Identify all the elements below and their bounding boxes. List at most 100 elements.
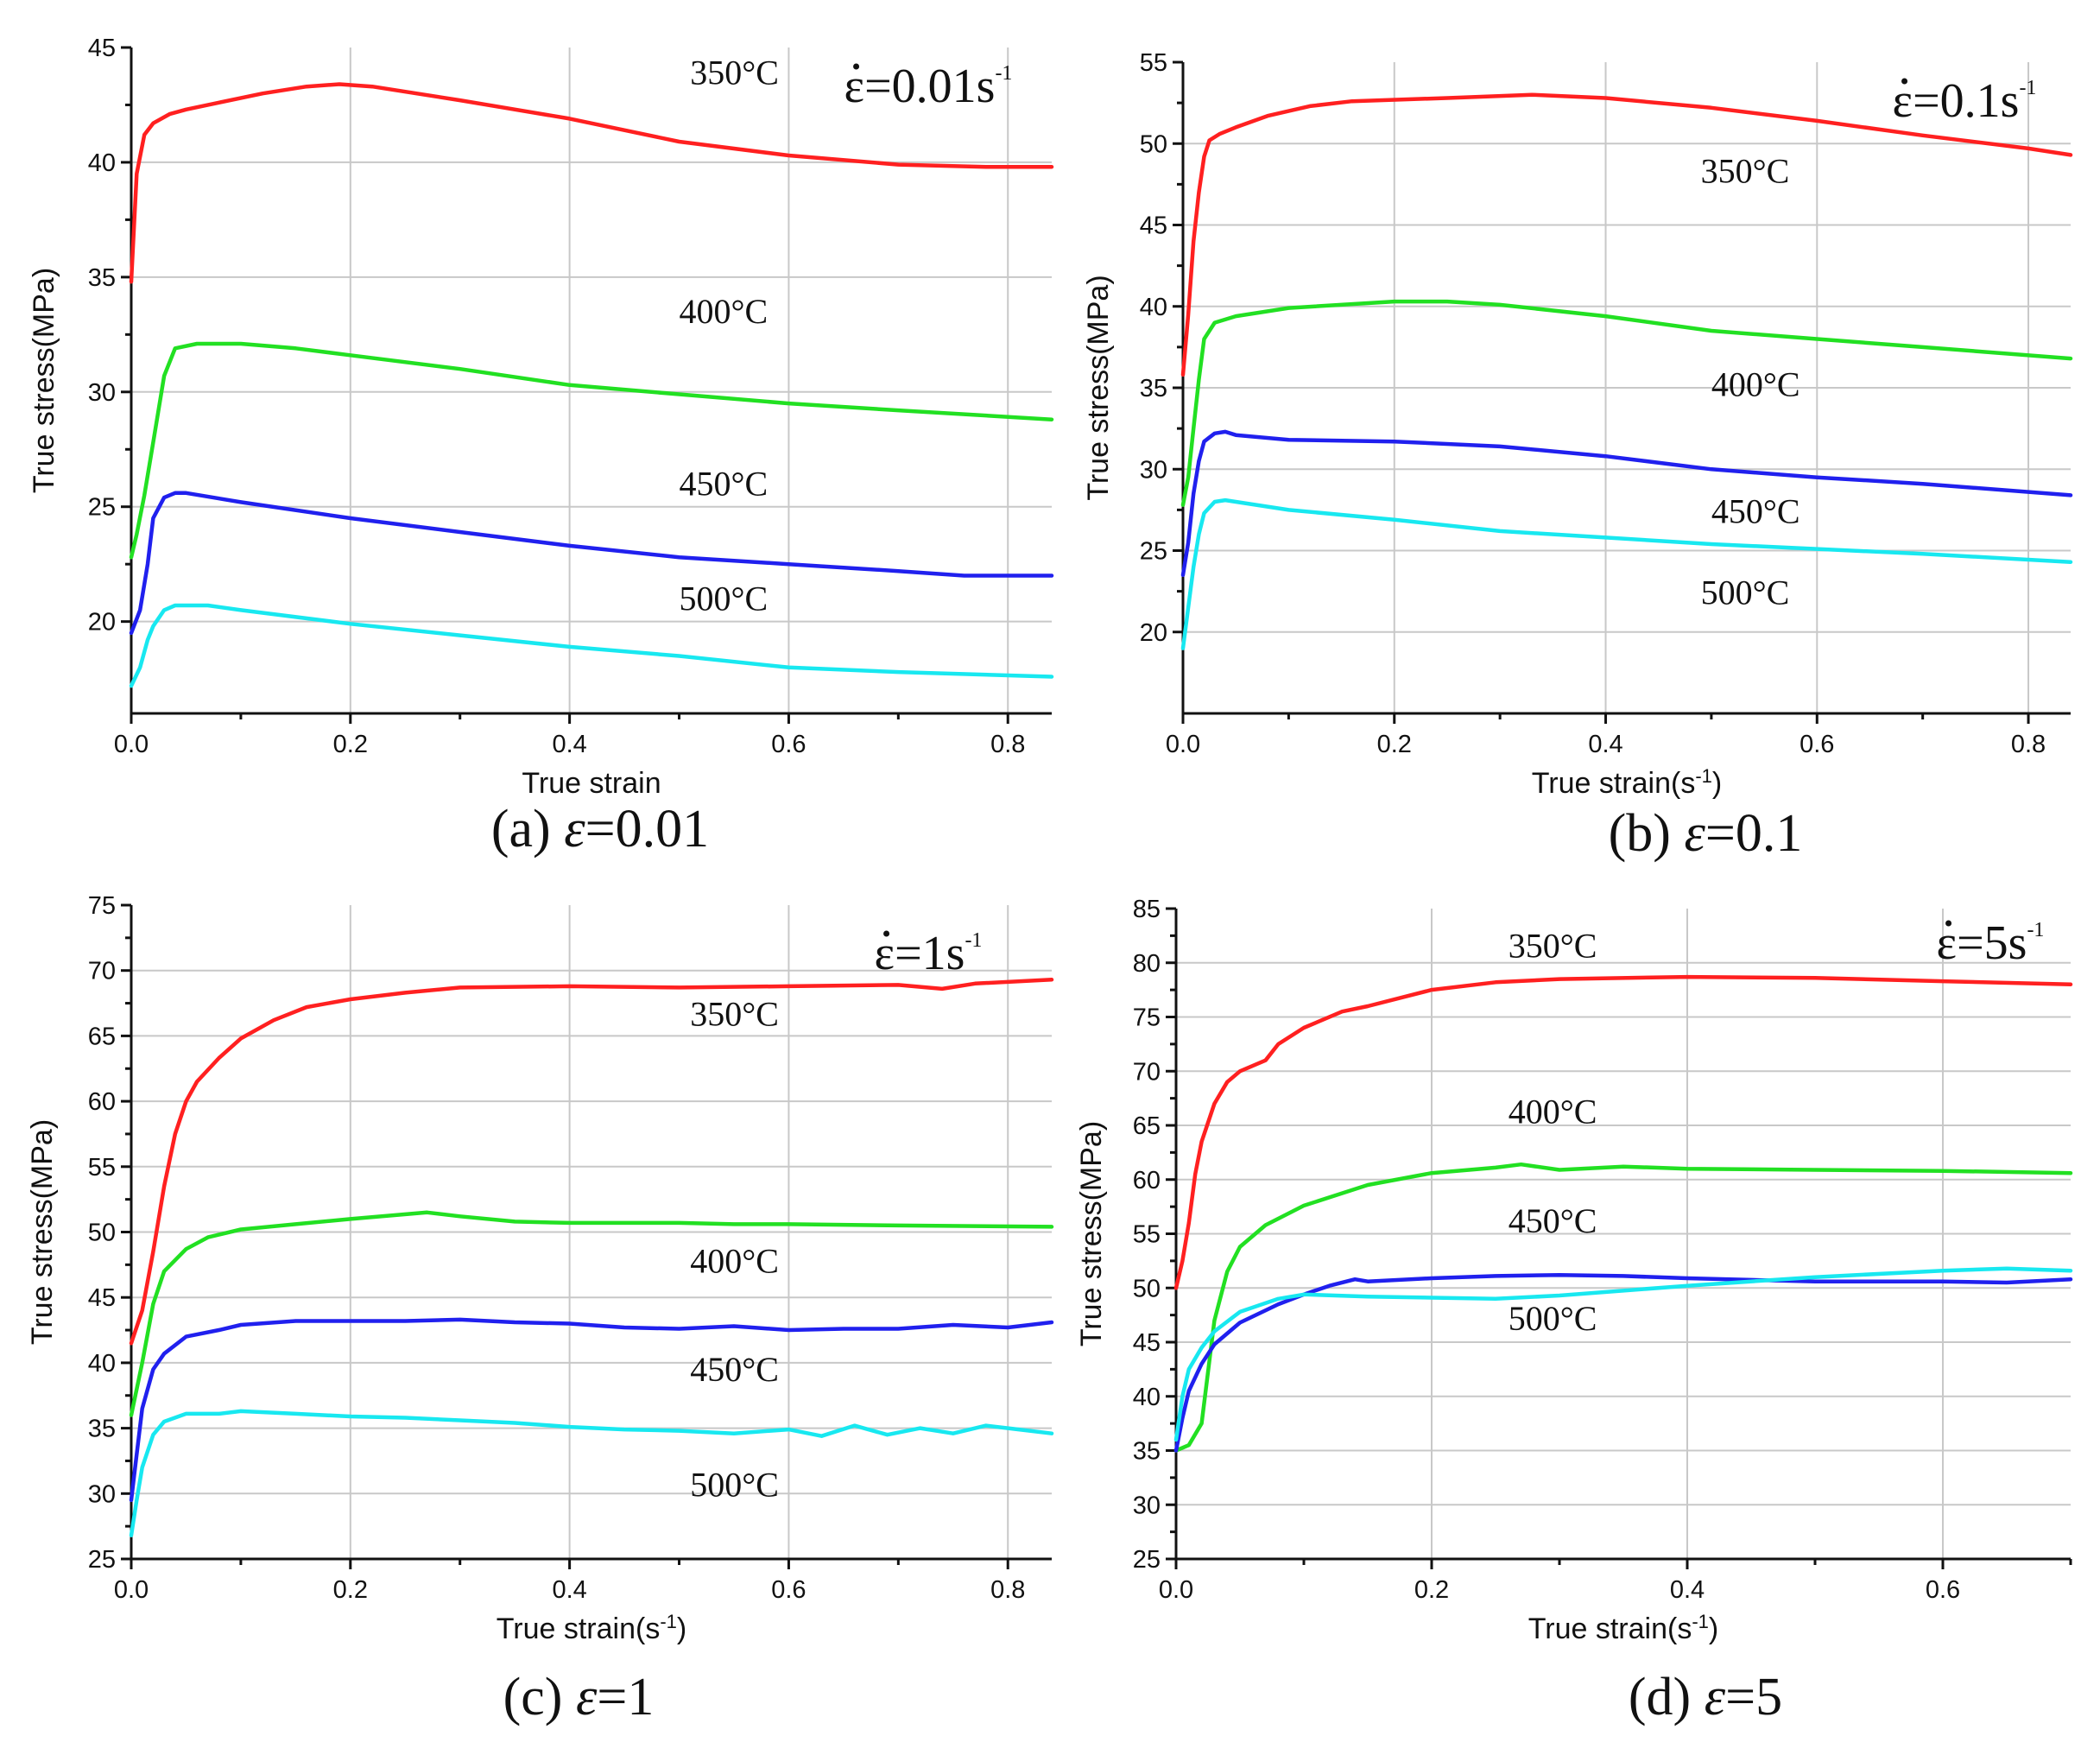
series-line-350c: [129, 978, 1054, 1346]
y-tick-label: 35: [88, 1416, 116, 1443]
y-tick-label: 60: [1133, 1167, 1161, 1194]
series-label-400c: 400°C: [1711, 364, 1800, 403]
rate-dot-icon: [853, 63, 860, 70]
series-line-450c: [1173, 1272, 2073, 1453]
y-axis-title: True stress(MPa): [1082, 275, 1115, 500]
x-tick-label: 0.0: [1166, 731, 1200, 758]
x-tick-label: 0.4: [552, 731, 586, 758]
x-axis-title: True strain(s-1): [497, 1611, 686, 1645]
strain-rate-label: ε=1s-1: [875, 927, 983, 980]
y-tick-label: 35: [88, 264, 116, 292]
panel-d: 25 30 35 40 45 50 55 60 65 70 75 80 85 0.0 0.2 0.4 0.6 Tr…: [1075, 896, 2073, 1726]
series-line-450c: [1180, 429, 2073, 578]
y-tick-label: 65: [1133, 1112, 1161, 1140]
series-label-500c: 500°C: [680, 579, 769, 618]
series-line-500c: [1180, 497, 2073, 650]
x-tick-label: 0.6: [771, 731, 806, 758]
series-label-500c: 500°C: [690, 1465, 779, 1504]
y-tick-label: 30: [1133, 1492, 1161, 1519]
x-tick-label: 0.2: [333, 1576, 368, 1604]
rate-dot-icon: [883, 930, 890, 937]
series-line-350c: [1173, 974, 2073, 1290]
y-tick-label: 25: [1133, 1546, 1161, 1574]
series-label-450c: 450°C: [1509, 1201, 1597, 1240]
y-tick-label: 40: [88, 149, 116, 177]
series-line-400c: [129, 1210, 1054, 1417]
series-label-400c: 400°C: [680, 292, 769, 331]
strain-rate-label: ε=0.1s-1: [1893, 74, 2037, 128]
x-tick-label: 0.2: [1414, 1576, 1449, 1604]
y-tick-label: 40: [1133, 1384, 1161, 1411]
x-tick-label: 0.4: [552, 1576, 586, 1604]
y-tick-label: 65: [88, 1023, 116, 1050]
x-tick-label: 0.0: [1159, 1576, 1193, 1604]
series-line-350c: [1180, 92, 2073, 377]
y-tick-label: 50: [1140, 130, 1167, 158]
series-label-350c: 350°C: [690, 994, 779, 1033]
x-axis-title: True strain(s-1): [1532, 765, 1722, 800]
series-line-400c: [1173, 1162, 2073, 1453]
y-axis-title: True stress(MPa): [28, 268, 60, 493]
series-line-450c: [129, 491, 1054, 636]
panel-caption: (a) ε=0.01: [491, 800, 709, 858]
panel-c: 25 30 35 40 45 50 55 60 65 70 75 0.0 0.2 0.4 0.6 0.8 Tru…: [26, 892, 1054, 1726]
series-label-450c: 450°C: [690, 1350, 779, 1389]
strain-rate-label: ε=5s-1: [1937, 916, 2045, 970]
x-tick-label: 0.8: [990, 731, 1025, 758]
series-line-500c: [129, 603, 1054, 688]
y-tick-label: 20: [1140, 619, 1167, 647]
y-tick-label: 20: [88, 609, 116, 637]
y-tick-label: 35: [1133, 1438, 1161, 1466]
y-tick-label: 70: [88, 958, 116, 985]
y-tick-label: 75: [88, 892, 116, 920]
y-tick-label: 50: [1133, 1275, 1161, 1302]
y-axis-title: True stress(MPa): [26, 1119, 59, 1345]
series-label-350c: 350°C: [1701, 151, 1790, 190]
series-line-450c: [129, 1317, 1054, 1503]
y-axis-title: True stress(MPa): [1075, 1121, 1108, 1346]
x-axis-title: True strain(s-1): [1528, 1611, 1718, 1645]
y-tick-label: 25: [1140, 538, 1167, 566]
x-tick-label: 0.8: [2011, 731, 2046, 758]
series-label-400c: 400°C: [1509, 1092, 1597, 1131]
series-line-350c: [129, 82, 1054, 284]
y-tick-label: 25: [88, 494, 116, 522]
y-tick-label: 50: [88, 1220, 116, 1247]
y-tick-label: 45: [1133, 1329, 1161, 1357]
panel-caption: (d) ε=5: [1629, 1668, 1782, 1726]
y-tick-label: 75: [1133, 1004, 1161, 1032]
x-tick-label: 0.4: [1588, 731, 1622, 758]
y-tick-label: 30: [88, 379, 116, 407]
strain-rate-label: ε=0.01s-1: [844, 60, 1013, 113]
x-tick-label: 0.2: [1377, 731, 1412, 758]
series-label-500c: 500°C: [1509, 1299, 1597, 1338]
series-line-400c: [129, 341, 1054, 560]
y-tick-label: 30: [1140, 456, 1167, 484]
series-label-400c: 400°C: [690, 1241, 779, 1280]
series-label-450c: 450°C: [680, 464, 769, 503]
y-tick-label: 25: [88, 1546, 116, 1574]
y-tick-label: 80: [1133, 950, 1161, 978]
x-tick-label: 0.4: [1670, 1576, 1705, 1604]
y-tick-label: 40: [1140, 294, 1167, 321]
x-tick-label: 0.6: [1800, 731, 1834, 758]
y-tick-label: 70: [1133, 1058, 1161, 1086]
y-tick-label: 45: [1140, 212, 1167, 240]
rate-dot-icon: [1901, 78, 1908, 85]
panel-a: 20 25 30 35 40 45 0.0 0.2 0.4 0.6 0.8 True strain Tr…: [28, 35, 1054, 858]
y-tick-label: 55: [1140, 49, 1167, 77]
x-tick-label: 0.8: [990, 1576, 1025, 1604]
series-label-350c: 350°C: [690, 54, 779, 92]
panel-caption: (c) ε=1: [503, 1668, 655, 1726]
x-tick-label: 0.6: [771, 1576, 806, 1604]
series-label-450c: 450°C: [1711, 491, 1800, 530]
series-label-500c: 500°C: [1701, 573, 1790, 612]
series-line-500c: [1173, 1266, 2073, 1442]
x-tick-label: 0.2: [333, 731, 368, 758]
series-line-500c: [129, 1409, 1054, 1537]
y-tick-label: 30: [88, 1480, 116, 1508]
y-tick-label: 45: [88, 1284, 116, 1312]
series-label-350c: 350°C: [1509, 926, 1597, 965]
x-tick-label: 0.0: [114, 1576, 149, 1604]
y-tick-label: 85: [1133, 896, 1161, 923]
